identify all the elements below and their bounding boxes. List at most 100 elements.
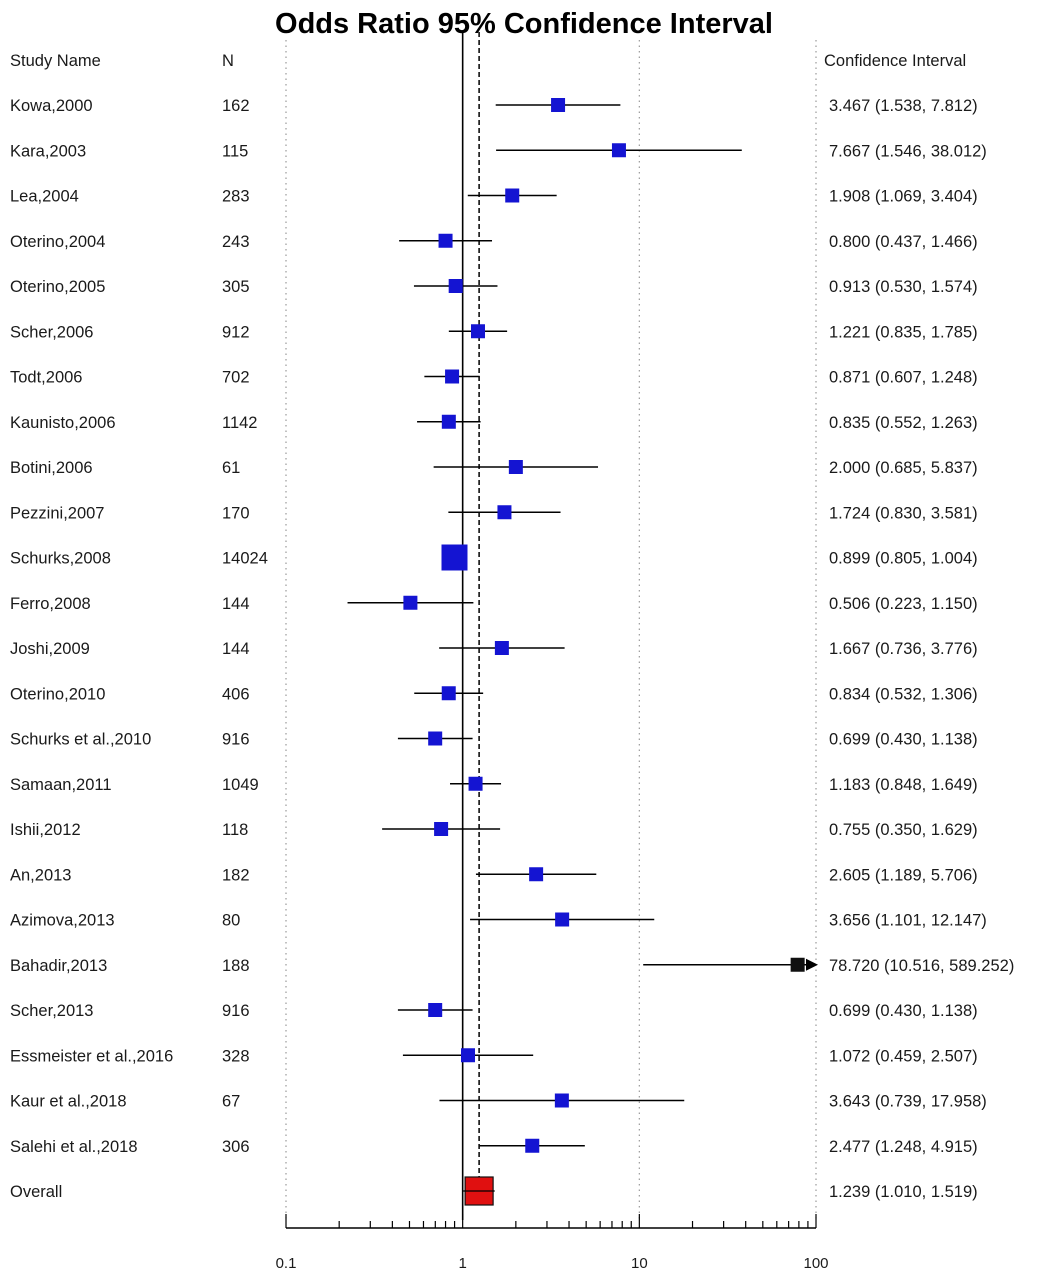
study-n: 916 bbox=[222, 731, 250, 749]
study-n: 1049 bbox=[222, 776, 259, 794]
study-row: Ishii,2012 118 0.755 (0.350, 1.629) bbox=[10, 821, 978, 839]
ci-text: 1.221 (0.835, 1.785) bbox=[829, 323, 978, 341]
ci-text: 1.183 (0.848, 1.649) bbox=[829, 776, 978, 794]
study-name: Samaan,2011 bbox=[10, 776, 112, 794]
point-estimate-marker bbox=[445, 369, 460, 384]
point-estimate-marker bbox=[434, 822, 449, 836]
study-name: Kara,2003 bbox=[10, 142, 86, 160]
point-estimate-marker bbox=[497, 505, 512, 520]
study-name: Schurks et al.,2010 bbox=[10, 731, 151, 749]
point-estimate-marker bbox=[428, 731, 443, 746]
ci-text: 1.239 (1.010, 1.519) bbox=[829, 1183, 978, 1201]
study-n: 61 bbox=[222, 459, 240, 477]
study-name: Joshi,2009 bbox=[10, 640, 90, 658]
point-estimate-marker bbox=[525, 1138, 540, 1153]
ci-text: 2.000 (0.685, 5.837) bbox=[829, 459, 978, 477]
x-tick-label: 100 bbox=[803, 1255, 828, 1272]
ci-text: 0.800 (0.437, 1.466) bbox=[829, 233, 978, 251]
study-row: Todt,2006 702 0.871 (0.607, 1.248) bbox=[10, 369, 978, 387]
point-estimate-marker bbox=[403, 595, 418, 610]
study-name: Scher,2013 bbox=[10, 1002, 93, 1020]
study-name: Schurks,2008 bbox=[10, 550, 111, 568]
study-n: 144 bbox=[222, 640, 250, 658]
study-name: Azimova,2013 bbox=[10, 912, 115, 930]
study-n: 118 bbox=[222, 821, 248, 839]
x-axis: 0.1 1 10 100 bbox=[276, 1214, 829, 1272]
study-n: 243 bbox=[222, 233, 250, 251]
ci-text: 1.908 (1.069, 3.404) bbox=[829, 188, 978, 206]
point-estimate-marker bbox=[555, 912, 570, 927]
study-n: 702 bbox=[222, 369, 250, 387]
point-estimate-marker bbox=[551, 98, 566, 112]
study-n: 916 bbox=[222, 1002, 250, 1020]
ci-text: 3.467 (1.538, 7.812) bbox=[829, 97, 978, 115]
confidence-interval-header: Confidence Interval bbox=[824, 52, 966, 70]
ci-text: 0.699 (0.430, 1.138) bbox=[829, 1002, 978, 1020]
ci-text: 0.871 (0.607, 1.248) bbox=[829, 369, 978, 387]
point-estimate-marker bbox=[554, 1093, 569, 1108]
study-name: Salehi et al.,2018 bbox=[10, 1138, 138, 1156]
ci-truncation-arrow bbox=[806, 958, 818, 971]
ci-text: 2.477 (1.248, 4.915) bbox=[829, 1138, 978, 1156]
study-name: Todt,2006 bbox=[10, 369, 82, 387]
study-row: Kaunisto,2006 1142 0.835 (0.552, 1.263) bbox=[10, 414, 978, 432]
ci-text: 0.899 (0.805, 1.004) bbox=[829, 550, 978, 568]
study-rows: Kowa,2000 162 3.467 (1.538, 7.812) Kara,200… bbox=[10, 97, 1014, 1206]
study-name: Lea,2004 bbox=[10, 188, 79, 206]
point-estimate-marker bbox=[441, 414, 456, 429]
study-row: Scher,2013 916 0.699 (0.430, 1.138) bbox=[10, 1002, 978, 1020]
point-estimate-marker bbox=[428, 1003, 443, 1017]
study-n: 283 bbox=[222, 188, 250, 206]
study-name: Ferro,2008 bbox=[10, 595, 91, 613]
ci-text: 1.072 (0.459, 2.507) bbox=[829, 1047, 978, 1065]
ci-text: 0.834 (0.532, 1.306) bbox=[829, 685, 978, 703]
study-n: 170 bbox=[222, 504, 250, 522]
point-estimate-marker bbox=[438, 233, 453, 248]
study-row: Schurks,2008 14024 0.899 (0.805, 1.004) bbox=[10, 544, 978, 571]
study-n: 115 bbox=[222, 142, 248, 160]
study-n: 182 bbox=[222, 866, 250, 884]
ci-text: 0.835 (0.552, 1.263) bbox=[829, 414, 978, 432]
study-n: 912 bbox=[222, 323, 250, 341]
study-name: Ishii,2012 bbox=[10, 821, 81, 839]
study-row: Oterino,2004 243 0.800 (0.437, 1.466) bbox=[10, 233, 978, 251]
study-name: Kaunisto,2006 bbox=[10, 414, 116, 432]
study-name: Oterino,2010 bbox=[10, 685, 105, 703]
ci-text: 3.643 (0.739, 17.958) bbox=[829, 1093, 987, 1111]
point-estimate-marker bbox=[470, 324, 485, 339]
study-n: 14024 bbox=[222, 550, 268, 568]
study-row: Ferro,2008 144 0.506 (0.223, 1.150) bbox=[10, 595, 978, 613]
chart-title: Odds Ratio 95% Confidence Interval bbox=[275, 8, 773, 40]
study-row: Pezzini,2007 170 1.724 (0.830, 3.581) bbox=[10, 504, 978, 522]
study-n: 406 bbox=[222, 685, 250, 703]
study-name: Essmeister et al.,2016 bbox=[10, 1047, 173, 1065]
x-tick-label: 10 bbox=[631, 1255, 648, 1272]
study-n: 306 bbox=[222, 1138, 250, 1156]
study-row: Scher,2006 912 1.221 (0.835, 1.785) bbox=[10, 323, 978, 341]
study-name: Scher,2006 bbox=[10, 323, 93, 341]
study-row: Salehi et al.,2018 306 2.477 (1.248, 4.915… bbox=[10, 1138, 978, 1156]
study-row: Oterino,2010 406 0.834 (0.532, 1.306) bbox=[10, 685, 978, 703]
study-name: Oterino,2004 bbox=[10, 233, 105, 251]
point-estimate-marker bbox=[461, 1048, 476, 1063]
point-estimate-marker bbox=[505, 188, 520, 203]
study-n: 1142 bbox=[222, 414, 257, 432]
grid-lines bbox=[285, 32, 817, 1220]
study-row: Bahadir,2013 188 78.720 (10.516, 589.252) bbox=[10, 957, 1014, 975]
point-estimate-marker bbox=[790, 957, 805, 972]
point-estimate-marker bbox=[529, 867, 544, 882]
ci-text: 0.913 (0.530, 1.574) bbox=[829, 278, 978, 296]
ci-text: 78.720 (10.516, 589.252) bbox=[829, 957, 1014, 975]
x-tick-label: 0.1 bbox=[276, 1255, 297, 1272]
study-n: 188 bbox=[222, 957, 250, 975]
study-name: Kaur et al.,2018 bbox=[10, 1093, 127, 1111]
point-estimate-marker bbox=[441, 544, 468, 571]
study-row: Oterino,2005 305 0.913 (0.530, 1.574) bbox=[10, 278, 978, 296]
study-name-header: Study Name bbox=[10, 52, 101, 70]
point-estimate-marker bbox=[508, 460, 523, 474]
ci-text: 1.667 (0.736, 3.776) bbox=[829, 640, 978, 658]
ci-text: 0.506 (0.223, 1.150) bbox=[829, 595, 978, 613]
study-row: Botini,2006 61 2.000 (0.685, 5.837) bbox=[10, 459, 978, 477]
study-row: Joshi,2009 144 1.667 (0.736, 3.776) bbox=[10, 640, 978, 658]
